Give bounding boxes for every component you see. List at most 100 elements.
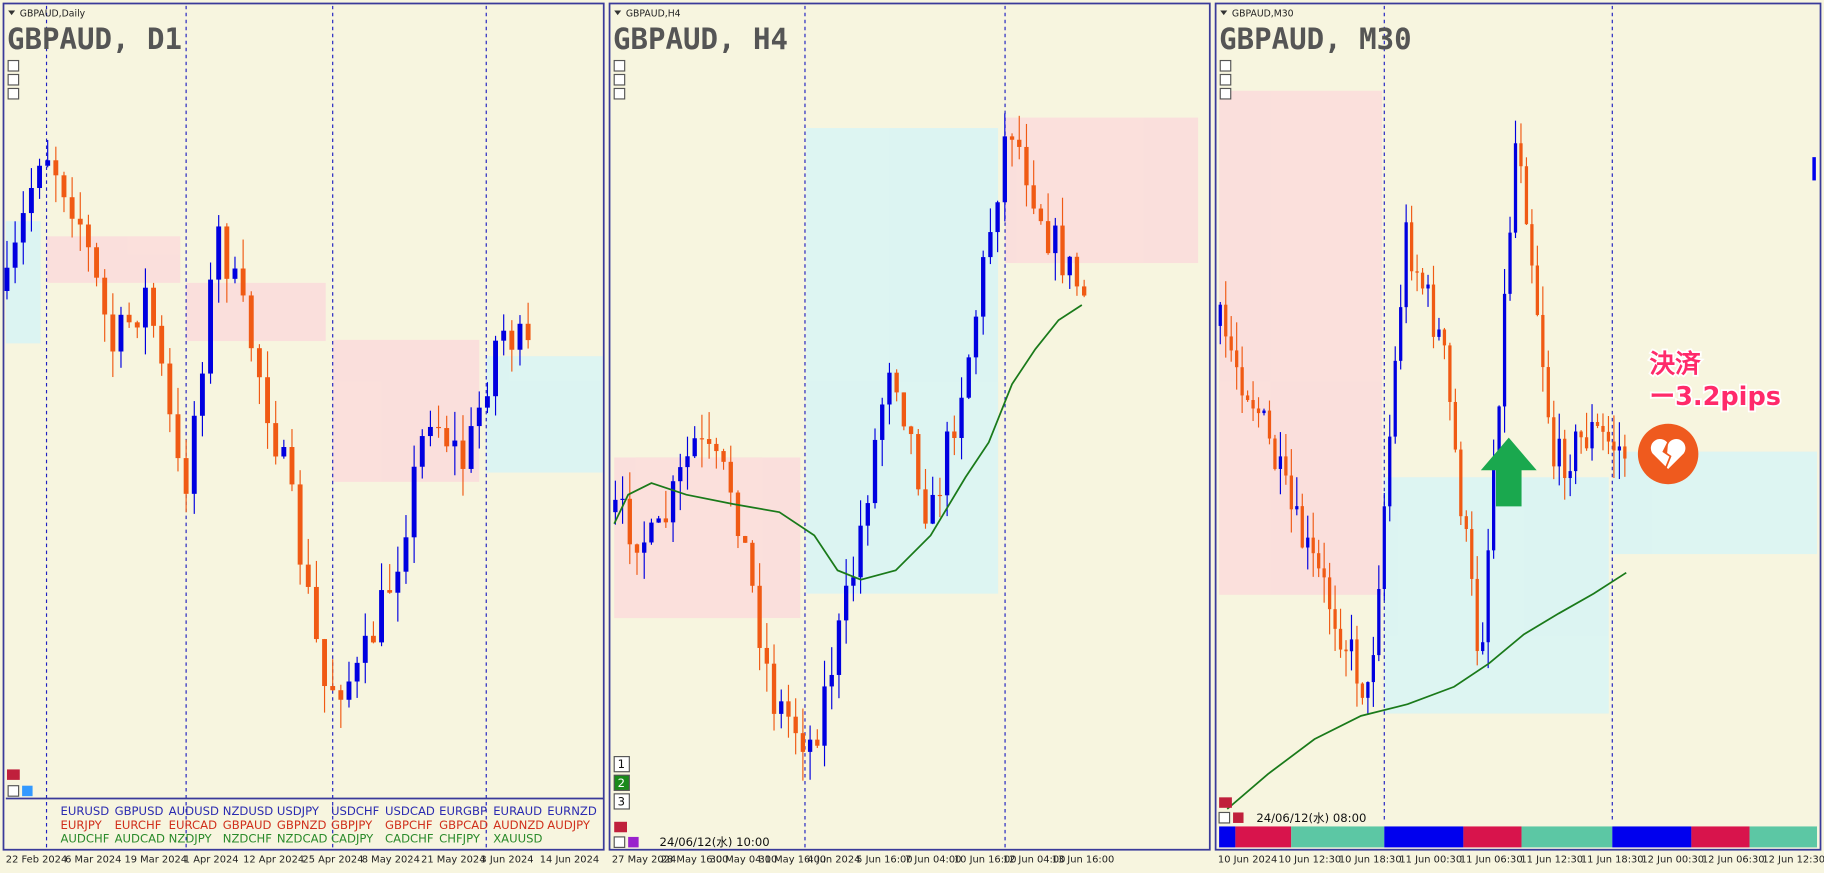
marker bbox=[1812, 157, 1816, 181]
zone bbox=[486, 356, 603, 473]
tab-button[interactable] bbox=[613, 774, 630, 791]
candle-body bbox=[1038, 208, 1044, 222]
symbol: NZDCAD bbox=[277, 832, 328, 846]
candle-body bbox=[988, 232, 993, 258]
candle-body bbox=[937, 494, 943, 497]
candle-body bbox=[525, 323, 531, 341]
toggle-button[interactable] bbox=[1233, 812, 1244, 823]
candle-body bbox=[959, 397, 964, 438]
scroll-button[interactable] bbox=[1219, 73, 1232, 86]
candle-body bbox=[973, 316, 979, 358]
scroll-button[interactable] bbox=[613, 73, 626, 86]
x-button[interactable] bbox=[613, 836, 626, 848]
candle-body bbox=[281, 447, 287, 457]
symbol: AUDCAD bbox=[115, 832, 165, 846]
candle-body bbox=[517, 323, 523, 350]
candle-body bbox=[807, 739, 813, 752]
scroll-button[interactable] bbox=[7, 87, 20, 100]
symbol: NZDJPY bbox=[169, 832, 213, 846]
zone bbox=[1384, 477, 1609, 714]
toggle-button[interactable] bbox=[22, 785, 33, 797]
symbol: GBPUSD bbox=[115, 804, 164, 818]
broken-heart bbox=[1649, 437, 1688, 472]
candle-body bbox=[1546, 367, 1550, 418]
symbol: CADJPY bbox=[331, 832, 374, 846]
candle-body bbox=[69, 197, 75, 219]
candle-body bbox=[1256, 408, 1261, 414]
candle-body bbox=[1437, 329, 1441, 337]
candle-body bbox=[330, 686, 336, 691]
candle-body bbox=[779, 701, 784, 714]
controls bbox=[6, 59, 1816, 848]
candle-body bbox=[134, 322, 140, 328]
strip-block bbox=[1463, 826, 1522, 848]
x-button[interactable] bbox=[1218, 811, 1231, 824]
close-button[interactable] bbox=[1219, 797, 1232, 808]
date-label: 10 Jun 16:00 bbox=[954, 855, 1017, 866]
close-button[interactable] bbox=[614, 821, 627, 833]
candle-body bbox=[1074, 256, 1080, 287]
candle-body bbox=[1431, 284, 1436, 337]
date-label: 6 Mar 2024 bbox=[65, 855, 121, 866]
candle-body bbox=[1519, 143, 1523, 167]
candle-body bbox=[403, 537, 409, 572]
candle-body bbox=[1508, 232, 1512, 294]
candle-body bbox=[1601, 425, 1605, 432]
candle-body bbox=[1475, 578, 1479, 652]
symbol: EURNZD bbox=[547, 804, 597, 818]
candle-body bbox=[1017, 139, 1022, 147]
symbol: GBPJPY bbox=[331, 818, 373, 832]
strip-block bbox=[1691, 826, 1750, 848]
candle-body bbox=[800, 733, 806, 752]
scroll-button[interactable] bbox=[613, 87, 626, 100]
candle-body bbox=[118, 314, 124, 352]
candle-body bbox=[1388, 436, 1392, 507]
candle-body bbox=[1327, 577, 1332, 610]
date-label: 22 Feb 2024 bbox=[6, 855, 67, 866]
scroll-button[interactable] bbox=[1219, 59, 1232, 72]
candle-body bbox=[1053, 225, 1058, 254]
candle-body bbox=[191, 415, 197, 494]
menu-arrow bbox=[8, 10, 16, 16]
candle-body bbox=[1541, 314, 1545, 368]
tab-button[interactable] bbox=[613, 756, 630, 773]
candle-body bbox=[1355, 639, 1359, 684]
date-label: 12 Jun 04:00 bbox=[1003, 855, 1066, 866]
toggle-button[interactable] bbox=[628, 836, 639, 848]
scroll-button[interactable] bbox=[613, 59, 626, 72]
scroll-button[interactable] bbox=[7, 59, 20, 72]
candle-body bbox=[297, 484, 303, 565]
candle-body bbox=[706, 439, 712, 444]
tab-button[interactable] bbox=[613, 793, 630, 810]
candle-body bbox=[670, 481, 676, 523]
strip-block bbox=[1219, 826, 1236, 848]
symbol: EURCHF bbox=[115, 818, 162, 832]
symbol: EURAUD bbox=[493, 804, 542, 818]
candle-body bbox=[216, 226, 222, 280]
chart-title: GBPAUD, D1 bbox=[7, 22, 182, 56]
strip-block bbox=[1384, 826, 1464, 848]
candle-body bbox=[887, 372, 892, 405]
close-button[interactable] bbox=[6, 769, 20, 780]
candle-body bbox=[20, 213, 26, 243]
candle-body bbox=[872, 439, 878, 504]
symbol: USDCHF bbox=[331, 804, 380, 818]
scroll-button[interactable] bbox=[7, 73, 20, 86]
candle-body bbox=[1311, 537, 1315, 554]
candle-body bbox=[411, 466, 417, 538]
candle-body bbox=[1448, 345, 1452, 402]
candle-body bbox=[4, 267, 10, 291]
date-label: 27 May 2024 bbox=[612, 855, 676, 866]
scroll-button[interactable] bbox=[1219, 87, 1232, 100]
x-button[interactable] bbox=[7, 785, 20, 797]
candle-body bbox=[199, 373, 205, 416]
candle-body bbox=[484, 396, 490, 408]
candle-body bbox=[468, 426, 474, 469]
candle-body bbox=[1459, 449, 1463, 517]
candle-body bbox=[126, 314, 132, 323]
zone bbox=[332, 339, 480, 482]
candle-body bbox=[1415, 271, 1419, 273]
candle-body bbox=[1552, 417, 1556, 467]
candle-body bbox=[613, 499, 618, 513]
